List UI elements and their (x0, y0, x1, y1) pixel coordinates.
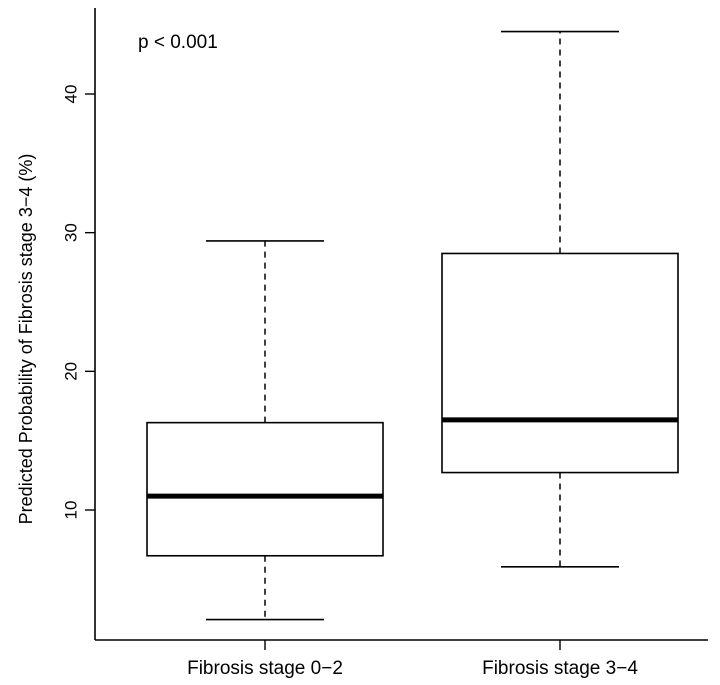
y-tick-label: 30 (61, 223, 80, 242)
iqr-box (146, 421, 384, 557)
y-axis-title: Predicted Probability of Fibrosis stage … (16, 154, 36, 525)
y-tick-label: 40 (61, 85, 80, 104)
axes (85, 8, 708, 650)
y-tick-label: 20 (61, 362, 80, 381)
box-group (146, 240, 384, 621)
labels-layer: 10 20 30 40 Fibrosis stage 0−2 Fibrosis stage… (61, 85, 638, 679)
p-value-annotation: p < 0.001 (138, 32, 218, 53)
box-group (441, 30, 679, 568)
x-category-label: Fibrosis stage 3−4 (482, 658, 638, 679)
boxes-layer (146, 30, 679, 621)
y-tick-label: 10 (61, 501, 80, 520)
iqr-box (441, 252, 679, 474)
x-category-label: Fibrosis stage 0−2 (187, 658, 343, 679)
